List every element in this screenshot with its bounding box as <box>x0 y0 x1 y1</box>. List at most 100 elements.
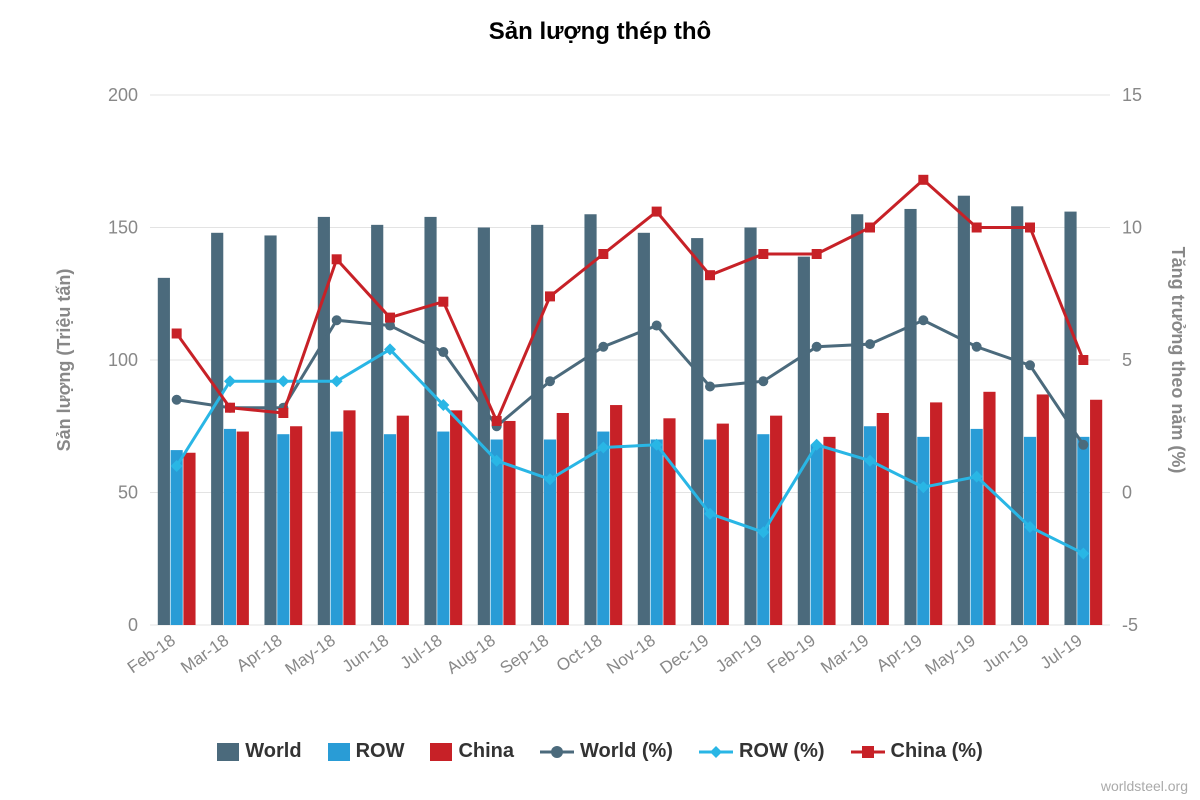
x-tick: Mar-19 <box>817 631 872 677</box>
bar-row <box>971 429 983 625</box>
bar-china <box>877 413 889 625</box>
y-right-label: Tăng trưởng theo năm (%) <box>1168 247 1188 474</box>
bar-world <box>691 238 703 625</box>
y-right-tick: 10 <box>1122 218 1142 238</box>
chart-container: Sản lượng thép thô 050100150200-5051015S… <box>0 0 1200 800</box>
x-tick: Nov-18 <box>603 631 659 678</box>
bar-row <box>1077 437 1089 625</box>
x-tick: Feb-19 <box>764 631 819 677</box>
legend-item: ROW <box>328 740 405 763</box>
bar-china <box>1037 394 1049 625</box>
bar-row <box>171 450 183 625</box>
line-ROW (%) <box>177 349 1084 553</box>
y-left-tick: 100 <box>108 350 138 370</box>
legend-label: ROW <box>356 740 405 763</box>
bar-row <box>491 440 503 626</box>
legend-item: ROW (%) <box>699 740 825 763</box>
y-right-tick: -5 <box>1122 615 1138 635</box>
bar-world <box>264 235 276 625</box>
bar-china <box>450 410 462 625</box>
bar-world <box>158 278 170 625</box>
legend-swatch <box>328 743 350 761</box>
legend-line-marker <box>699 743 733 761</box>
bar-row <box>277 434 289 625</box>
legend-item: World <box>217 740 301 763</box>
x-tick: Apr-18 <box>233 631 286 676</box>
bar-china <box>290 426 302 625</box>
legend-line-marker <box>851 743 885 761</box>
y-left-label: Sản lượng (Triệu tấn) <box>54 269 74 452</box>
bar-world <box>478 228 490 626</box>
y-left-tick: 0 <box>128 615 138 635</box>
chart-svg: 050100150200-5051015Sản lượng (Triệu tấn… <box>0 0 1200 800</box>
bar-row <box>384 434 396 625</box>
bar-china <box>610 405 622 625</box>
bar-world <box>1011 206 1023 625</box>
bar-world <box>531 225 543 625</box>
bar-world <box>584 214 596 625</box>
bar-china <box>397 416 409 625</box>
x-tick: Jun-19 <box>979 631 1032 676</box>
bar-china <box>557 413 569 625</box>
x-tick: May-18 <box>282 631 339 679</box>
bar-china <box>823 437 835 625</box>
y-left-tick: 50 <box>118 483 138 503</box>
legend-line-marker <box>540 743 574 761</box>
bar-row <box>437 432 449 625</box>
x-tick: Jan-19 <box>712 631 765 676</box>
legend: World ROW China World (%) ROW (%) China (%) <box>0 740 1200 763</box>
bar-china <box>183 453 195 625</box>
y-right-tick: 5 <box>1122 350 1132 370</box>
x-tick: Dec-19 <box>656 631 712 678</box>
x-tick: Jun-18 <box>339 631 392 676</box>
y-left-tick: 200 <box>108 85 138 105</box>
y-left-tick: 150 <box>108 218 138 238</box>
legend-swatch <box>217 743 239 761</box>
legend-label: China (%) <box>891 740 983 763</box>
line-China (%) <box>177 180 1084 421</box>
x-tick: Jul-18 <box>397 631 446 673</box>
x-tick: Mar-18 <box>177 631 232 677</box>
bar-world <box>904 209 916 625</box>
legend-label: ROW (%) <box>739 740 825 763</box>
bar-china <box>717 424 729 625</box>
legend-item: China (%) <box>851 740 983 763</box>
bar-row <box>704 440 716 626</box>
bar-row <box>224 429 236 625</box>
legend-swatch <box>430 743 452 761</box>
bar-world <box>958 196 970 625</box>
legend-label: World <box>245 740 301 763</box>
bar-china <box>503 421 515 625</box>
x-tick: Sep-18 <box>496 631 552 678</box>
bar-china <box>930 402 942 625</box>
bar-china <box>343 410 355 625</box>
bar-world <box>424 217 436 625</box>
x-tick: Apr-19 <box>873 631 926 676</box>
legend-item: World (%) <box>540 740 673 763</box>
x-tick: May-19 <box>922 631 979 679</box>
bar-world <box>798 257 810 625</box>
x-tick: Oct-18 <box>553 631 606 676</box>
x-tick: Feb-18 <box>124 631 179 677</box>
bar-world <box>638 233 650 625</box>
bar-world <box>318 217 330 625</box>
bar-world <box>744 228 756 626</box>
legend-item: China <box>430 740 514 763</box>
y-right-tick: 15 <box>1122 85 1142 105</box>
bar-china <box>1090 400 1102 625</box>
bar-row <box>544 440 556 626</box>
bar-row <box>331 432 343 625</box>
legend-label: World (%) <box>580 740 673 763</box>
bar-world <box>211 233 223 625</box>
bar-world <box>371 225 383 625</box>
source-label: worldsteel.org <box>1101 778 1188 794</box>
x-tick: Jul-19 <box>1037 631 1086 673</box>
bar-china <box>237 432 249 625</box>
legend-label: China <box>458 740 514 763</box>
bar-row <box>811 445 823 625</box>
x-tick: Aug-18 <box>443 631 499 678</box>
bar-row <box>651 440 663 626</box>
bar-row <box>597 432 609 625</box>
bar-row <box>917 437 929 625</box>
bar-china <box>983 392 995 625</box>
